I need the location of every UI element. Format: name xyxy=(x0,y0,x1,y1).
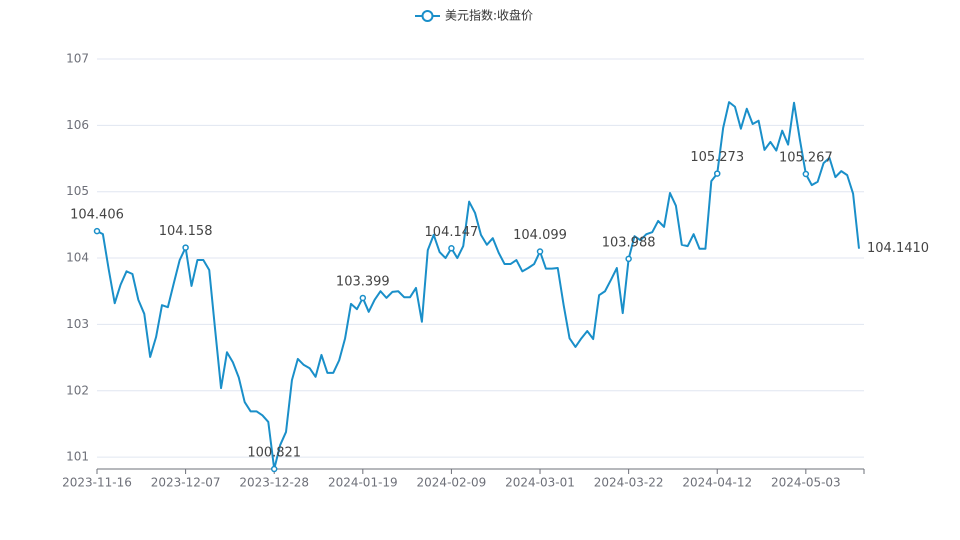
marker xyxy=(802,170,810,178)
value-label: 104.1410 xyxy=(867,241,929,256)
value-label: 103.399 xyxy=(336,274,390,289)
marker xyxy=(359,294,367,302)
legend-label: 美元指数:收盘价 xyxy=(445,8,533,23)
legend-marker xyxy=(421,10,434,22)
x-tick-label: 2024-02-09 xyxy=(417,476,487,490)
y-tick-label: 104 xyxy=(66,251,89,265)
x-tick-label: 2023-12-28 xyxy=(239,476,309,490)
marker xyxy=(270,465,278,473)
x-tick-label: 2023-11-16 xyxy=(62,476,132,490)
y-tick-label: 102 xyxy=(66,383,89,397)
value-label: 104.406 xyxy=(70,208,124,223)
y-tick-label: 106 xyxy=(66,118,89,132)
marker xyxy=(625,255,632,263)
value-label: 104.147 xyxy=(425,225,479,240)
value-label: 105.273 xyxy=(690,150,744,165)
marker xyxy=(536,248,544,255)
x-tick-label: 2024-04-12 xyxy=(682,476,752,490)
x-tick-label: 2023-12-07 xyxy=(151,476,221,490)
x-tick-label: 2024-05-03 xyxy=(771,476,841,490)
value-label: 100.821 xyxy=(247,446,301,461)
marker xyxy=(182,244,189,251)
value-label: 104.158 xyxy=(159,224,213,239)
x-tick-label: 2024-01-19 xyxy=(328,476,398,490)
value-label: 103.988 xyxy=(602,235,656,250)
y-tick-label: 105 xyxy=(66,184,89,198)
x-tick-label: 2024-03-22 xyxy=(594,476,664,490)
marker xyxy=(713,170,721,177)
legend-item: 美元指数:收盘价 xyxy=(415,8,533,23)
value-label: 104.099 xyxy=(513,228,567,243)
y-tick-label: 107 xyxy=(66,52,89,66)
value-label: 105.267 xyxy=(779,150,833,165)
marker xyxy=(448,245,455,252)
marker xyxy=(93,227,101,235)
line xyxy=(96,101,860,470)
y-tick-label: 103 xyxy=(66,317,89,331)
y-tick-label: 101 xyxy=(66,450,89,464)
x-tick-label: 2024-03-01 xyxy=(505,476,575,490)
